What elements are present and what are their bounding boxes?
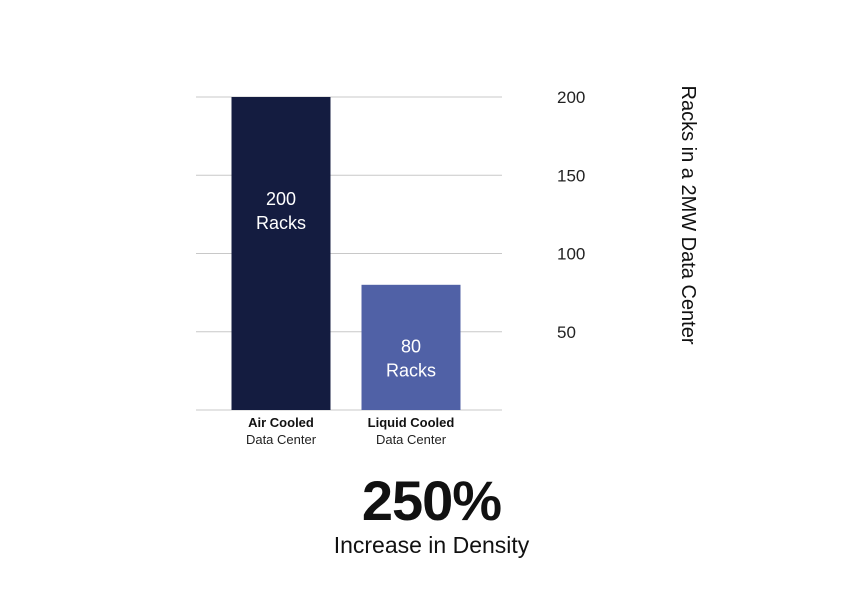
bar-2-value-label: 80: [401, 336, 421, 356]
bar-2: [361, 284, 461, 410]
y-tick-label-50: 50: [557, 323, 576, 342]
y-axis-label: Racks in a 2MW Data Center: [677, 86, 699, 345]
density-increase-value: 250%: [361, 469, 502, 532]
y-tick-label-150: 150: [557, 166, 585, 185]
bar-1: [231, 97, 331, 410]
x-category-label-1: Air Cooled: [248, 415, 314, 430]
bar-2-unit-label: Racks: [386, 360, 436, 380]
x-category-sublabel-2: Data Center: [376, 432, 447, 447]
x-category-sublabel-1: Data Center: [246, 432, 317, 447]
density-increase-caption: Increase in Density: [333, 532, 530, 558]
y-tick-label-200: 200: [557, 88, 585, 107]
bar-1-unit-label: Racks: [256, 213, 306, 233]
bar-1-value-label: 200: [266, 189, 296, 209]
y-tick-label-100: 100: [557, 245, 585, 264]
x-category-label-2: Liquid Cooled: [368, 415, 455, 430]
